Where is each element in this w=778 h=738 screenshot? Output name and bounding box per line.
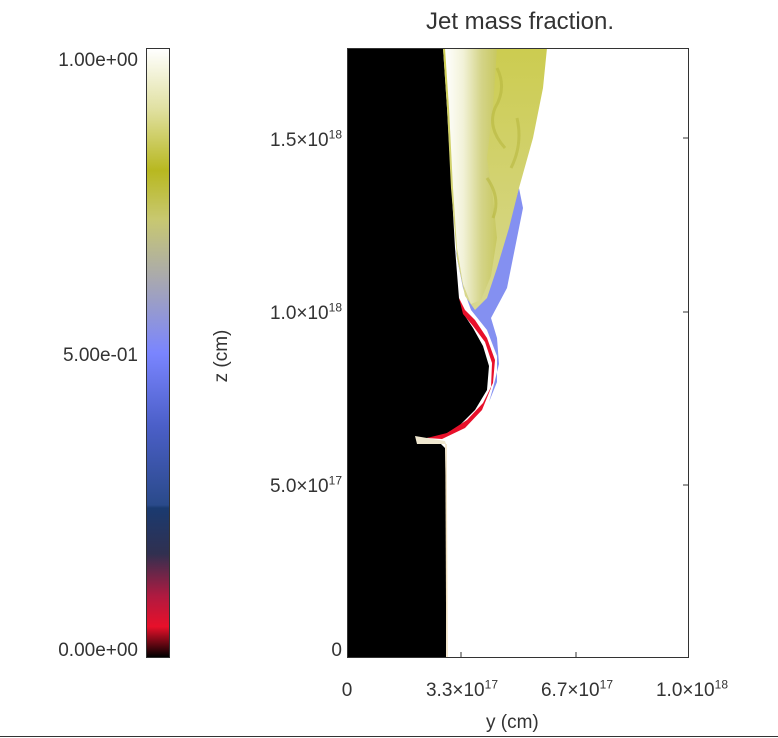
y-tick-label-5.0e17: 5.0×1017 [269, 473, 342, 497]
plume-core [445, 48, 497, 304]
turbulent-streaks [485, 67, 521, 219]
jet-edge-line [445, 443, 448, 659]
colorbar [146, 48, 170, 658]
x-tick-label-1.0e18: 1.0×1018 [655, 677, 728, 701]
x-tick-label-3.3e17: 3.3×1017 [425, 677, 498, 701]
colorbar-max-label: 1.00e+00 [58, 50, 138, 71]
x-axis-label: y (cm) [486, 712, 539, 733]
y-tick-label-1.5e18: 1.5×1018 [269, 127, 342, 151]
x-ticks [460, 652, 577, 658]
y-tick-label-0: 0 [331, 640, 342, 661]
plot-frame [347, 48, 689, 658]
colorbar-min-label: 0.00e+00 [58, 640, 138, 661]
x-tick-label-6.7e17: 6.7×1017 [540, 677, 613, 701]
chart-title: Jet mass fraction. [425, 8, 615, 35]
jet-head-strip [415, 436, 446, 444]
ambient-region [347, 48, 489, 658]
heatmap-plot [347, 48, 689, 659]
x-tick-label-0: 0 [341, 680, 353, 701]
blue-cocoon-layer [455, 188, 523, 402]
y-ticks [683, 137, 689, 486]
colorbar-mid-label: 5.00e-01 [62, 345, 138, 366]
y-axis-label: z (cm) [211, 329, 232, 383]
y-tick-label-1.0e18: 1.0×1018 [269, 300, 342, 324]
bottom-border [0, 736, 778, 737]
